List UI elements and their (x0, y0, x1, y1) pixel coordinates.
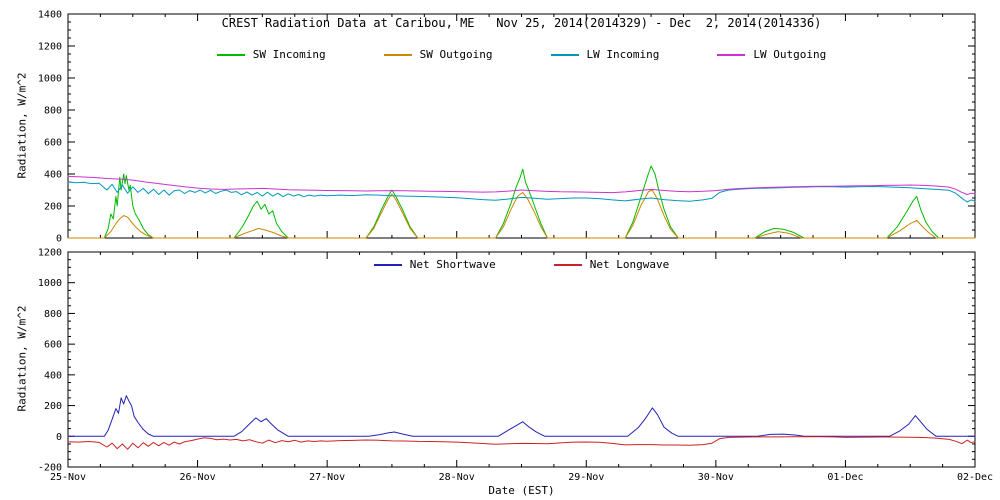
legend-line-swatch (717, 53, 746, 56)
x-tick-label: 29-Nov (568, 472, 604, 483)
legend-item-lw-outgoing: LW Outgoing (717, 48, 826, 61)
legend-line-swatch (373, 263, 402, 266)
legend-top: SW Incoming SW Outgoing LW Incoming LW Outg… (68, 48, 975, 61)
y-tick-label: 200 (44, 401, 62, 412)
y-tick-label: 800 (44, 106, 62, 117)
legend-label: Net Shortwave (409, 258, 496, 271)
legend-line-swatch (383, 53, 412, 56)
legend-label: Net Longwave (589, 258, 670, 271)
y-tick-label: 1200 (38, 42, 62, 53)
legend-label: SW Incoming (252, 48, 326, 61)
y-tick-label: 1400 (38, 10, 62, 21)
legend-line-swatch (553, 263, 582, 266)
y-tick-label: 600 (44, 340, 62, 351)
panel-border-net-radiation (67, 251, 976, 468)
chart-title: CREST Radiation Data at Caribou, ME Nov … (221, 16, 822, 30)
x-axis-label: Date (EST) (488, 484, 555, 497)
series-sw-incoming (67, 165, 976, 239)
legend-item-sw-outgoing: SW Outgoing (383, 48, 493, 61)
y-axis-label-top: Radiation, W/m^2 (15, 72, 29, 179)
legend-item-net-longwave: Net Longwave (553, 258, 670, 271)
legend-label: LW Outgoing (753, 48, 827, 61)
legend-item-net-shortwave: Net Shortwave (373, 258, 496, 271)
y-tick-label: 1200 (38, 248, 62, 259)
x-tick-label: 26-Nov (180, 472, 216, 483)
y-tick-label: 200 (44, 202, 62, 213)
series-lw-incoming (67, 181, 976, 203)
y-tick-label: 0 (56, 234, 62, 245)
x-tick-label: 25-Nov (50, 472, 86, 483)
y-tick-label: 400 (44, 370, 62, 381)
x-tick-label: 28-Nov (439, 472, 475, 483)
series-lw-outgoing (67, 175, 976, 195)
x-tick-label: 30-Nov (698, 472, 734, 483)
y-tick-label: 400 (44, 170, 62, 181)
y-axis-label-bottom: Radiation, W/m^2 (15, 305, 29, 412)
legend-item-sw-incoming: SW Incoming (216, 48, 326, 61)
legend-item-lw-incoming: LW Incoming (550, 48, 660, 61)
x-tick-label: 27-Nov (309, 472, 345, 483)
series-sw-outgoing (67, 189, 976, 239)
series-net-longwave (67, 436, 976, 450)
y-tick-label: 0 (56, 432, 62, 443)
y-tick-label: 600 (44, 138, 62, 149)
legend-line-swatch (216, 53, 245, 56)
y-tick-label: 800 (44, 309, 62, 320)
legend-label: SW Outgoing (419, 48, 493, 61)
legend-line-swatch (550, 53, 579, 56)
legend-bottom: Net Shortwave Net Longwave (68, 258, 975, 271)
legend-label: LW Incoming (586, 48, 660, 61)
x-tick-label: 02-Dec (957, 472, 993, 483)
y-tick-label: -200 (38, 463, 62, 474)
series-net-shortwave (67, 395, 976, 437)
y-tick-label: 1000 (38, 74, 62, 85)
y-tick-label: 1000 (38, 278, 62, 289)
x-tick-label: 01-Dec (827, 472, 863, 483)
